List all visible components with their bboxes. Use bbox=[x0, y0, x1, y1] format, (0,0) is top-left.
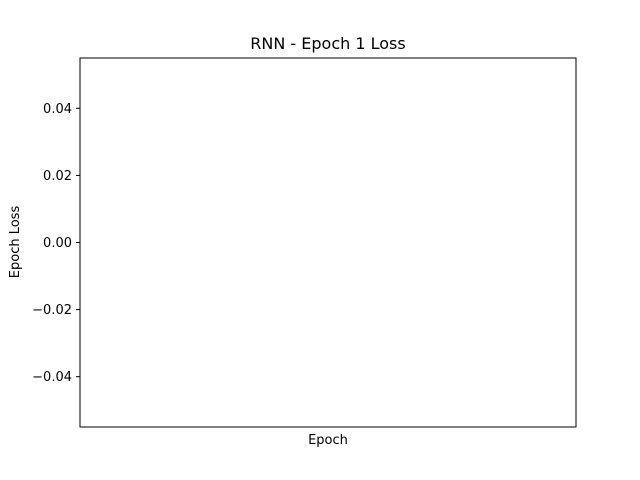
y-tick-label: −0.04 bbox=[32, 370, 72, 385]
y-axis-label: Epoch Loss bbox=[8, 206, 23, 279]
y-tick-label: 0.04 bbox=[43, 102, 72, 117]
x-axis-label: Epoch bbox=[308, 433, 348, 448]
plot-area bbox=[79, 57, 577, 428]
y-tick-label: 0.02 bbox=[43, 169, 72, 184]
y-tick-label: 0.00 bbox=[43, 236, 72, 251]
y-tick-label: −0.02 bbox=[32, 303, 72, 318]
y-axis: 0.04 0.02 0.00 −0.02 −0.04 bbox=[32, 102, 80, 385]
chart-title: RNN - Epoch 1 Loss bbox=[250, 34, 405, 53]
